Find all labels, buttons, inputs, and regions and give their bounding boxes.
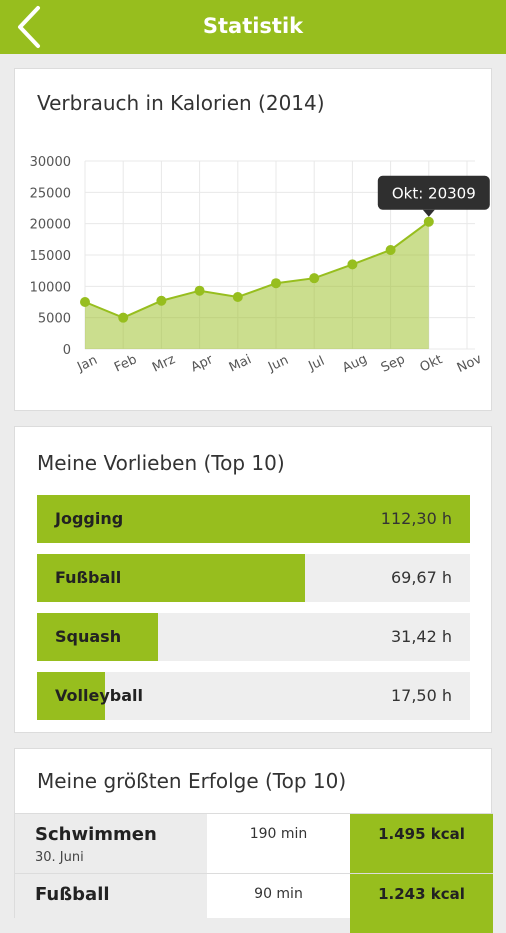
series-area <box>85 221 429 349</box>
favorite-row[interactable]: Squash 31,42 h <box>37 613 470 661</box>
chart-tooltip-text: Okt: 20309 <box>392 185 476 203</box>
x-tick-label: Jan <box>74 353 99 375</box>
x-tick-label: Aug <box>340 352 369 376</box>
data-point <box>156 295 167 306</box>
x-tick-label: Okt <box>418 352 445 375</box>
y-tick-label: 10000 <box>30 280 71 295</box>
x-tick-label: Jun <box>265 353 291 376</box>
x-tick-label: Feb <box>112 352 139 375</box>
y-tick-label: 25000 <box>30 186 71 201</box>
favorite-name: Squash <box>55 627 122 646</box>
x-tick-label: Sep <box>379 352 408 376</box>
y-tick-label: 15000 <box>30 249 71 264</box>
app-bar: Statistik <box>0 0 506 54</box>
successes-card: Meine größten Erfolge (Top 10) Schwimmen… <box>14 748 493 933</box>
favorite-name: Volleyball <box>55 686 143 705</box>
x-tick-label: Mrz <box>150 352 178 376</box>
chevron-left-icon <box>18 6 40 48</box>
data-point <box>309 273 320 284</box>
tooltip-pointer <box>422 209 435 217</box>
favorite-bar-fill <box>37 613 159 661</box>
success-kcal: 1.495 kcal <box>350 813 493 873</box>
data-point <box>232 291 243 302</box>
success-name: Fußball <box>35 884 110 905</box>
success-date: 30. Juni <box>35 850 84 865</box>
favorite-value: 17,50 h <box>390 686 452 705</box>
favorite-bar-fill <box>37 672 105 720</box>
favorite-value: 31,42 h <box>390 627 452 646</box>
data-point <box>347 259 358 270</box>
favorite-bar-fill <box>37 554 306 602</box>
data-point <box>385 244 396 255</box>
success-kcal: 1.243 kcal <box>350 873 493 933</box>
success-row[interactable]: Fußball 90 min 1.243 kcal <box>15 873 493 933</box>
data-point <box>423 216 434 227</box>
successes-title: Meine größten Erfolge (Top 10) <box>37 769 347 793</box>
x-tick-label: Mai <box>227 352 254 375</box>
data-point <box>271 278 281 289</box>
favorites-title: Meine Vorlieben (Top 10) <box>37 451 285 475</box>
chart-card-title: Verbrauch in Kalorien (2014) <box>37 91 325 115</box>
y-tick-label: 5000 <box>38 312 71 327</box>
success-duration: 190 min <box>207 813 350 873</box>
favorites-card: Meine Vorlieben (Top 10) Jogging 112,30 … <box>14 426 492 733</box>
data-point <box>118 312 129 323</box>
data-point <box>80 297 90 307</box>
y-tick-label: 20000 <box>30 218 71 233</box>
favorite-value: 112,30 h <box>380 509 452 528</box>
success-name: Schwimmen <box>35 824 157 845</box>
success-name-cell: Fußball <box>15 873 207 933</box>
x-tick-label: Jul <box>306 354 327 375</box>
chart-tooltip <box>377 175 490 210</box>
back-button[interactable] <box>10 4 50 50</box>
favorite-row[interactable]: Fußball 69,67 h <box>37 554 470 602</box>
series-line <box>84 220 430 319</box>
success-name-cell: Schwimmen 30. Juni <box>15 813 207 873</box>
data-point <box>194 285 205 296</box>
x-tick-label: Apr <box>189 352 216 375</box>
calorie-chart-card: Verbrauch in Kalorien (2014) 30000 25000 2… <box>14 68 492 411</box>
y-tick-label: 0 <box>63 343 71 358</box>
success-duration: 90 min <box>207 873 350 933</box>
success-row[interactable]: Schwimmen 30. Juni 190 min 1.495 kcal <box>15 813 493 873</box>
favorite-bar-fill <box>37 495 470 543</box>
favorite-value: 69,67 h <box>390 568 452 587</box>
favorite-row[interactable]: Jogging 112,30 h <box>37 495 470 543</box>
x-tick-label: Nov <box>455 352 485 376</box>
favorite-name: Jogging <box>55 509 124 528</box>
favorite-row[interactable]: Volleyball 17,50 h <box>37 672 470 720</box>
favorite-name: Fußball <box>55 568 122 587</box>
y-tick-label: 30000 <box>30 155 71 170</box>
page-title: Statistik <box>202 14 304 38</box>
